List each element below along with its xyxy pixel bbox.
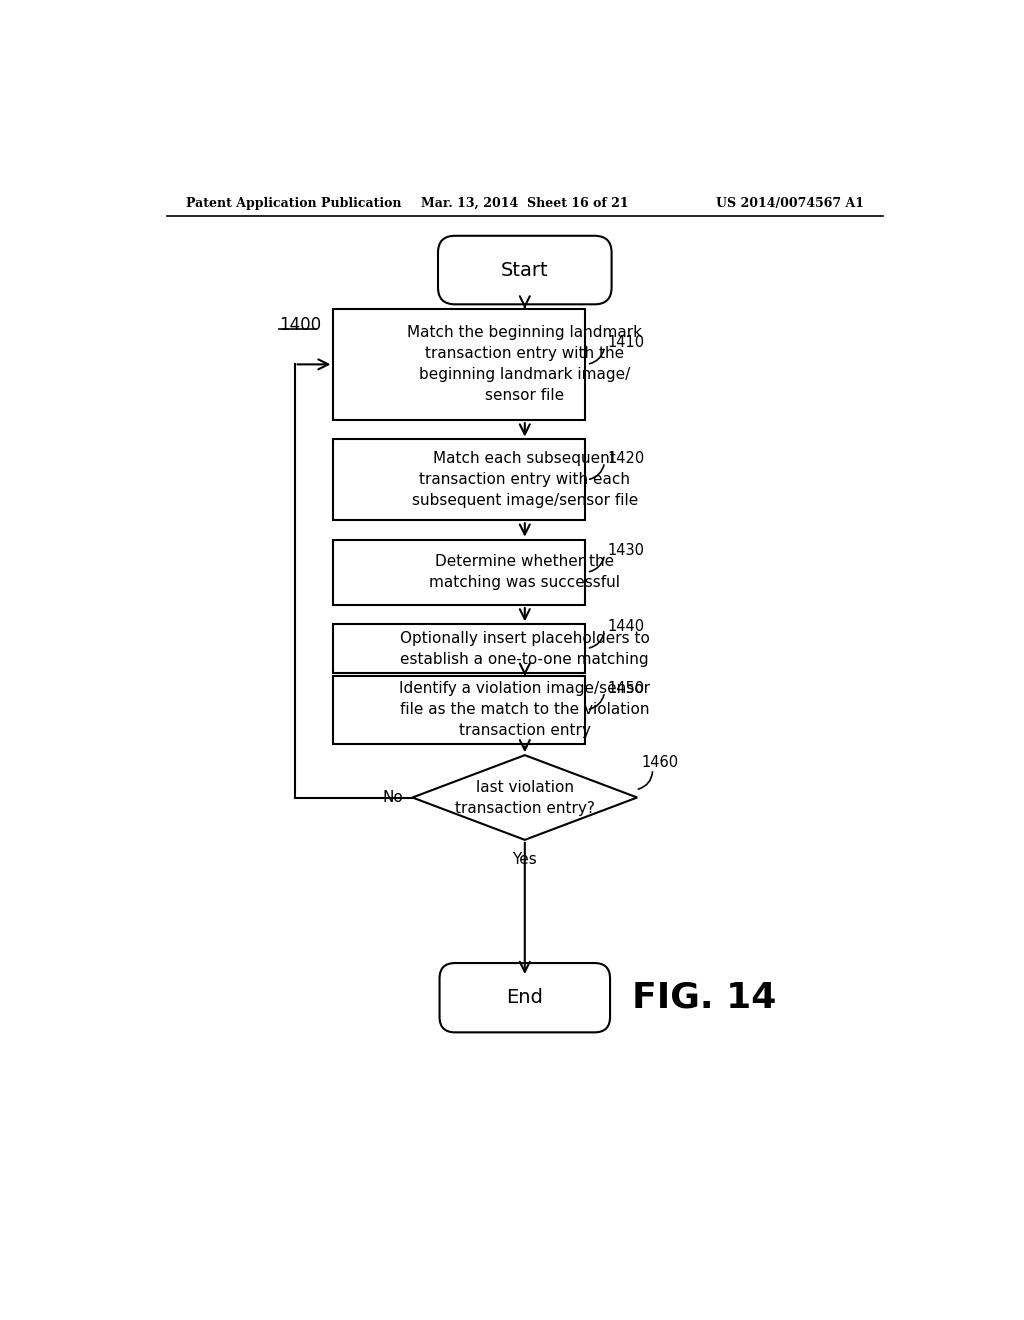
Text: No: No bbox=[382, 789, 403, 805]
Polygon shape bbox=[413, 755, 637, 840]
Text: 1410: 1410 bbox=[607, 335, 644, 350]
Text: 1400: 1400 bbox=[280, 317, 322, 334]
Text: End: End bbox=[506, 989, 544, 1007]
Bar bbox=[334, 309, 586, 420]
Bar bbox=[334, 676, 586, 743]
Text: Determine whether the
matching was successful: Determine whether the matching was succe… bbox=[429, 554, 621, 590]
FancyBboxPatch shape bbox=[439, 964, 610, 1032]
Text: Start: Start bbox=[501, 260, 549, 280]
Text: 1460: 1460 bbox=[641, 755, 678, 771]
Bar bbox=[334, 624, 586, 673]
Text: Identify a violation image/sensor
file as the match to the violation
transaction: Identify a violation image/sensor file a… bbox=[399, 681, 650, 738]
Text: Mar. 13, 2014  Sheet 16 of 21: Mar. 13, 2014 Sheet 16 of 21 bbox=[421, 197, 629, 210]
Text: 1440: 1440 bbox=[607, 619, 644, 635]
Text: US 2014/0074567 A1: US 2014/0074567 A1 bbox=[716, 197, 864, 210]
Bar bbox=[334, 540, 586, 605]
Text: Optionally insert placeholders to
establish a one-to-one matching: Optionally insert placeholders to establ… bbox=[399, 631, 650, 667]
Bar bbox=[334, 440, 586, 520]
Text: 1420: 1420 bbox=[607, 451, 644, 466]
Text: Match each subsequent
transaction entry with each
subsequent image/sensor file: Match each subsequent transaction entry … bbox=[412, 451, 638, 508]
Text: FIG. 14: FIG. 14 bbox=[632, 981, 776, 1015]
Text: Patent Application Publication: Patent Application Publication bbox=[186, 197, 401, 210]
FancyBboxPatch shape bbox=[438, 236, 611, 305]
Text: Yes: Yes bbox=[512, 851, 538, 867]
Text: 1430: 1430 bbox=[607, 544, 644, 558]
Text: 1450: 1450 bbox=[607, 681, 644, 696]
Text: last violation
transaction entry?: last violation transaction entry? bbox=[455, 780, 595, 816]
Text: Match the beginning landmark
transaction entry with the
beginning landmark image: Match the beginning landmark transaction… bbox=[408, 325, 642, 404]
